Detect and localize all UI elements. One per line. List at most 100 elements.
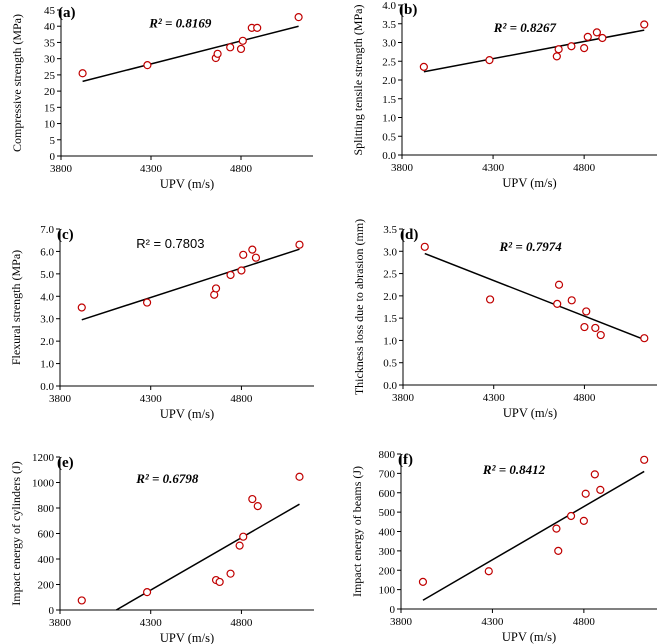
y-tick-label: 3.0 [40, 314, 54, 326]
y-tick-label: 1000 [32, 478, 55, 490]
data-point [294, 13, 303, 22]
y-tick-label: 35 [44, 37, 56, 49]
data-point [581, 489, 590, 498]
data-point [554, 45, 563, 54]
y-tick-label: 0.0 [40, 381, 54, 393]
y-tick-label: 800 [379, 449, 396, 461]
y-tick-label: 0.5 [383, 358, 397, 370]
y-tick-label: 30 [44, 54, 56, 66]
panel-d: 0.0 0.5 1.0 1.5 2.0 2.5 3.0 3.5 3800 4300 4800 UPV … [352, 219, 657, 420]
y-tick-label: 3.0 [383, 246, 397, 258]
data-point [583, 32, 592, 41]
panel-label: (d) [400, 227, 418, 243]
y-tick-label: 2.0 [383, 291, 397, 303]
r-squared-label: R² = 0.8267 [493, 20, 557, 35]
x-tick-label: 4300 [482, 162, 505, 174]
data-point [420, 242, 429, 251]
y-tick-label: 1.0 [383, 335, 397, 347]
data-point [236, 44, 246, 54]
y-tick-label: 3.5 [382, 19, 396, 31]
r-squared-label: R² = 0.8169 [148, 16, 212, 31]
y-tick-label: 800 [38, 503, 55, 515]
trendline [82, 25, 299, 83]
panel-b: 0.0 0.5 1.0 1.5 2.0 2.5 3.0 3.5 4.0 3800 4300 4800 U… [351, 0, 657, 190]
data-point [143, 61, 152, 70]
data-point [567, 42, 576, 51]
data-point [484, 567, 493, 576]
r-squared-label: R² = 0.6798 [135, 471, 199, 486]
data-point [77, 596, 86, 605]
data-point [237, 266, 246, 275]
x-axis-title: UPV (m/s) [502, 630, 556, 644]
data-point [566, 511, 576, 521]
x-tick-label: 3800 [49, 617, 72, 629]
data-point [598, 33, 607, 43]
r-squared-label: R² = 0.7974 [499, 239, 563, 254]
x-tick-label: 4300 [140, 617, 163, 629]
y-axis-title: Impact energy of cylinders (J) [9, 461, 23, 605]
y-tick-label: 0.0 [382, 150, 396, 162]
data-point [590, 470, 599, 479]
y-tick-label: 3.5 [383, 224, 397, 236]
data-point [248, 245, 257, 254]
x-tick-label: 4300 [140, 163, 163, 175]
data-point [419, 62, 428, 71]
data-point [251, 253, 261, 262]
r-squared-label: R² = 0.7803 [136, 236, 204, 251]
x-tick-label: 4300 [483, 392, 506, 404]
y-tick-label: 200 [379, 565, 396, 577]
x-axis-title: UPV (m/s) [502, 176, 556, 190]
y-tick-label: 1.5 [383, 313, 397, 325]
trendline [81, 248, 300, 321]
data-point [226, 270, 235, 280]
x-tick-label: 4800 [230, 393, 253, 405]
data-point [238, 36, 247, 45]
x-tick-label: 3800 [392, 392, 415, 404]
y-tick-label: 700 [379, 468, 396, 480]
data-point [226, 43, 235, 52]
data-point [142, 588, 152, 597]
data-point [640, 334, 649, 343]
y-tick-label: 0.0 [383, 380, 397, 392]
data-point [567, 296, 576, 305]
data-point [596, 330, 605, 340]
x-tick-label: 3800 [391, 162, 414, 174]
panel-label: (c) [57, 227, 74, 243]
r-squared-label: R² = 0.8412 [482, 462, 546, 477]
data-point [554, 280, 564, 289]
x-tick-label: 4800 [230, 617, 253, 629]
panel-label: (e) [57, 455, 74, 471]
data-point [640, 20, 649, 29]
y-tick-label: 40 [44, 21, 56, 33]
y-tick-label: 1200 [32, 452, 55, 464]
y-tick-label: 2.5 [383, 269, 397, 281]
y-tick-label: 3.0 [382, 38, 396, 50]
y-tick-label: 10 [44, 119, 56, 131]
x-tick-label: 4300 [140, 393, 163, 405]
data-point [226, 569, 235, 578]
y-tick-label: 2.0 [40, 336, 54, 348]
panel-f: 0 100 200 300 400 500 600 700 800 3800 4300 4800 UPV… [350, 449, 657, 644]
data-point [580, 322, 589, 332]
x-axis-title: UPV (m/s) [503, 406, 557, 420]
data-point [554, 546, 563, 555]
x-tick-label: 4800 [573, 616, 596, 628]
y-tick-label: 4.0 [382, 0, 396, 12]
y-tick-label: 0 [390, 604, 396, 616]
data-point [580, 44, 589, 53]
data-point [295, 472, 304, 481]
data-point [215, 577, 224, 587]
data-point [213, 49, 222, 58]
data-point [239, 532, 248, 541]
x-axis-title: UPV (m/s) [160, 631, 214, 644]
panel-label: (b) [399, 2, 417, 18]
x-tick-label: 4800 [573, 392, 596, 404]
y-tick-label: 4.0 [40, 291, 54, 303]
data-point [596, 485, 605, 494]
x-axis-title: UPV (m/s) [160, 407, 214, 421]
panel-a: 0 5 10 15 20 25 30 35 40 45 3800 4300 4800 UPV (m/s) C… [10, 5, 313, 191]
x-tick-label: 3800 [390, 616, 413, 628]
x-axis-title: UPV (m/s) [160, 177, 214, 191]
y-tick-label: 500 [379, 507, 396, 519]
